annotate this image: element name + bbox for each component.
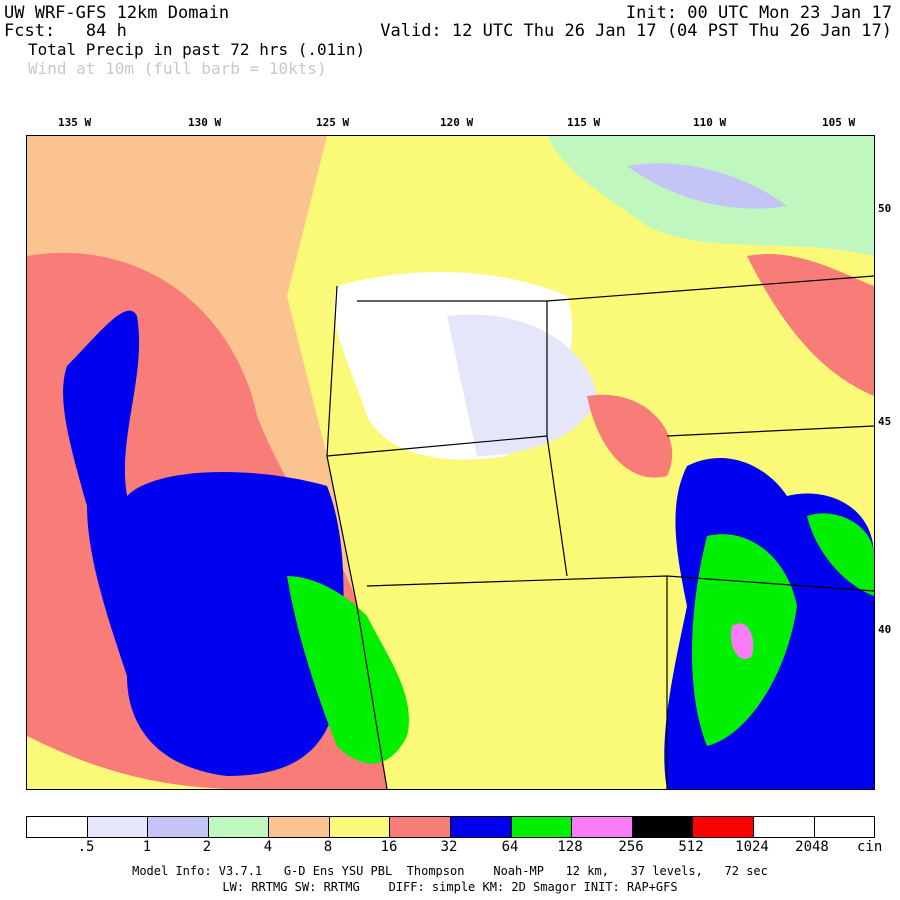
legend-tick: 64	[501, 839, 519, 855]
lon-label-115w: 115 W	[567, 116, 601, 129]
lat-label-50: 50	[878, 202, 892, 215]
legend-tick: 128	[557, 839, 583, 855]
legend-swatch	[451, 817, 512, 837]
legend-swatch	[753, 817, 815, 837]
legend-tick: 2	[202, 839, 212, 855]
legend-tick: 1024	[735, 839, 769, 855]
legend-swatch	[572, 817, 633, 837]
legend-tick: 32	[440, 839, 458, 855]
field-description: Total Precip in past 72 hrs (.01in)	[28, 40, 366, 59]
legend-tick: 4	[263, 839, 273, 855]
init-time: Init: 00 UTC Mon 23 Jan 17	[625, 3, 892, 23]
legend-swatch	[632, 817, 694, 837]
wind-description: Wind at 10m (full barb = 10kts)	[28, 59, 327, 78]
legend-tick: 1	[142, 839, 152, 855]
legend-tick: 256	[618, 839, 644, 855]
legend-swatch	[148, 817, 209, 837]
lat-label-45: 45	[878, 415, 892, 428]
legend-unit: cin	[857, 839, 883, 855]
legend-swatch	[814, 817, 875, 837]
legend-swatch	[269, 817, 330, 837]
lon-label-125w: 125 W	[316, 116, 350, 129]
legend-tick: 2048	[795, 839, 829, 855]
lon-label-120w: 120 W	[440, 116, 474, 129]
legend-tick: 512	[678, 839, 704, 855]
precip-map	[26, 135, 875, 790]
legend-swatch	[390, 817, 452, 837]
legend-swatch	[87, 817, 149, 837]
lon-label-135w: 135 W	[58, 116, 92, 129]
lat-label-40: 40	[878, 623, 892, 636]
precip-legend	[26, 816, 875, 838]
legend-tick: 8	[323, 839, 333, 855]
lon-label-130w: 130 W	[188, 116, 222, 129]
model-info: Model Info: V3.7.1 G-D Ens YSU PBL Thomp…	[132, 864, 768, 878]
legend-swatch	[27, 817, 88, 837]
forecast-hour: Fcst: 84 h	[4, 21, 127, 41]
lon-label-105w: 105 W	[822, 116, 856, 129]
legend-tick: .5	[77, 839, 95, 855]
legend-swatch	[329, 817, 391, 837]
lon-label-110w: 110 W	[693, 116, 727, 129]
model-physics: LW: RRTMG SW: RRTMG DIFF: simple KM: 2D …	[222, 880, 678, 894]
legend-swatch	[208, 817, 270, 837]
map-title: UW WRF-GFS 12km Domain	[4, 3, 230, 23]
legend-tick: 16	[380, 839, 398, 855]
valid-time: Valid: 12 UTC Thu 26 Jan 17 (04 PST Thu …	[380, 21, 892, 41]
legend-swatch	[693, 817, 754, 837]
legend-swatch	[511, 817, 573, 837]
